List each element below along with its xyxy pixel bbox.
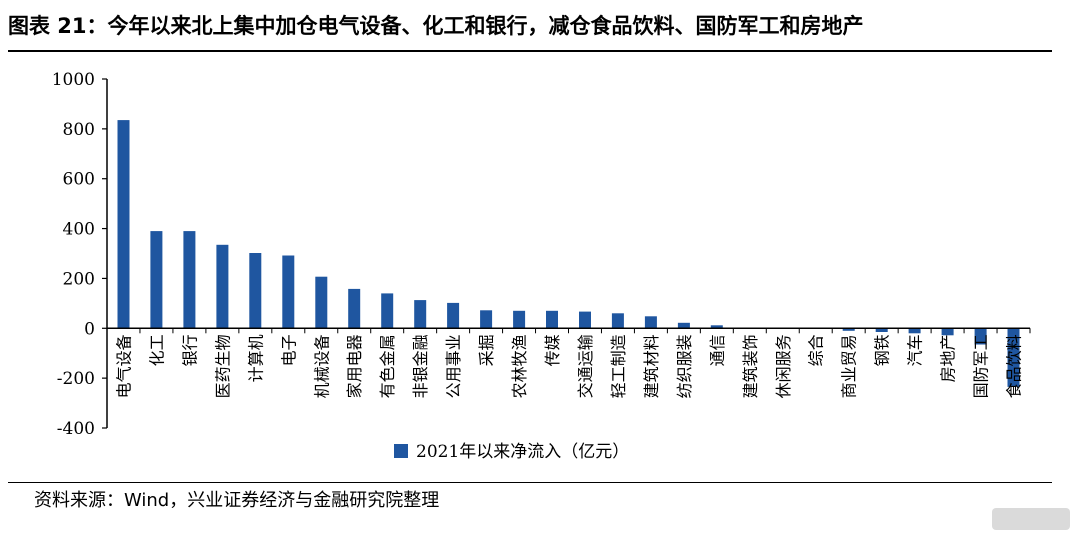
x-category-label: 纺织服装 [675, 334, 694, 398]
y-axis: 1000 800 600 400 200 0 -200 -400 [52, 70, 108, 439]
bar [183, 231, 196, 329]
bar [611, 313, 624, 329]
y-tick-label: 800 [63, 120, 95, 140]
y-tick-label: 1000 [52, 70, 95, 90]
bar [150, 231, 163, 329]
bar-chart: 1000 800 600 400 200 0 -200 -400 电气设备 化工 银行 医药生物 计算… [52, 70, 1031, 462]
x-category-label: 休闲服务 [774, 334, 793, 398]
bar [381, 293, 394, 329]
x-category-label: 通信 [708, 334, 727, 366]
x-category-label: 化工 [147, 334, 166, 366]
bar [117, 120, 130, 329]
x-category-label: 轻工制造 [609, 334, 628, 398]
bar [546, 310, 558, 329]
title-divider [8, 50, 1052, 52]
x-category-label: 家用电器 [345, 334, 364, 398]
x-category-label: 电气设备 [115, 334, 134, 398]
x-axis [106, 327, 1031, 334]
legend: 2021年以来净流入（亿元） [394, 442, 629, 462]
x-category-label: 公用事业 [444, 334, 463, 398]
x-category-label: 钢铁 [873, 334, 892, 366]
legend-swatch [394, 444, 408, 458]
bars [117, 120, 1020, 387]
x-category-label: 机械设备 [312, 334, 331, 398]
source-divider [8, 482, 1052, 483]
x-category-label: 银行 [180, 334, 199, 366]
y-tick-label: 400 [63, 220, 95, 240]
chart-title: 图表 21：今年以来北上集中加仓电气设备、化工和银行，减仓食品饮料、国防军工和房… [8, 14, 864, 38]
y-tick-label: -400 [57, 419, 95, 439]
bar [875, 328, 888, 332]
bar [249, 253, 262, 329]
bar [941, 328, 954, 336]
bar [644, 316, 657, 329]
x-category-label: 医药生物 [213, 334, 232, 398]
bar [348, 288, 361, 329]
bar [282, 255, 295, 329]
category-labels: 电气设备 化工 银行 医药生物 计算机 电子 机械设备 家用电器 有色金属 非银金融 公用事业 采掘农… [115, 334, 1024, 398]
x-category-label: 有色金属 [378, 334, 397, 398]
bar [710, 325, 723, 329]
y-tick-label: 200 [63, 269, 95, 289]
x-category-label: 食品饮料 [1005, 334, 1024, 398]
x-category-label: 建筑装饰 [741, 334, 760, 398]
bar [447, 302, 460, 329]
y-tick-label: 600 [63, 170, 95, 190]
bar [974, 328, 987, 345]
bar [908, 328, 921, 334]
x-category-label: 农林牧渔 [510, 334, 529, 398]
y-tick-label: -200 [57, 369, 95, 389]
x-category-label: 汽车 [906, 334, 925, 366]
x-category-label: 交通运输 [576, 334, 595, 398]
bar [513, 310, 526, 329]
x-category-label: 采掘 [477, 334, 496, 366]
x-category-label: 房地产 [939, 334, 958, 382]
bar [414, 300, 427, 329]
watermark-logo [992, 508, 1070, 530]
bar [216, 244, 229, 329]
bar [579, 311, 591, 329]
bar [842, 328, 855, 331]
x-category-label: 计算机 [246, 334, 265, 382]
x-category-label: 建筑材料 [642, 334, 661, 398]
x-category-label: 电子 [279, 334, 298, 366]
source-note: 资料来源：Wind，兴业证券经济与金融研究院整理 [34, 490, 440, 511]
y-tick-label: 0 [84, 319, 95, 339]
bar [677, 322, 690, 329]
x-category-label: 国防军工 [972, 334, 991, 398]
x-category-label: 传媒 [543, 334, 562, 366]
bar [1007, 328, 1020, 387]
x-category-label: 综合 [807, 334, 826, 366]
bar [480, 310, 493, 329]
x-category-label: 商业贸易 [840, 334, 859, 398]
legend-label: 2021年以来净流入（亿元） [416, 442, 629, 462]
bar [315, 276, 328, 329]
x-category-label: 非银金融 [411, 334, 430, 398]
